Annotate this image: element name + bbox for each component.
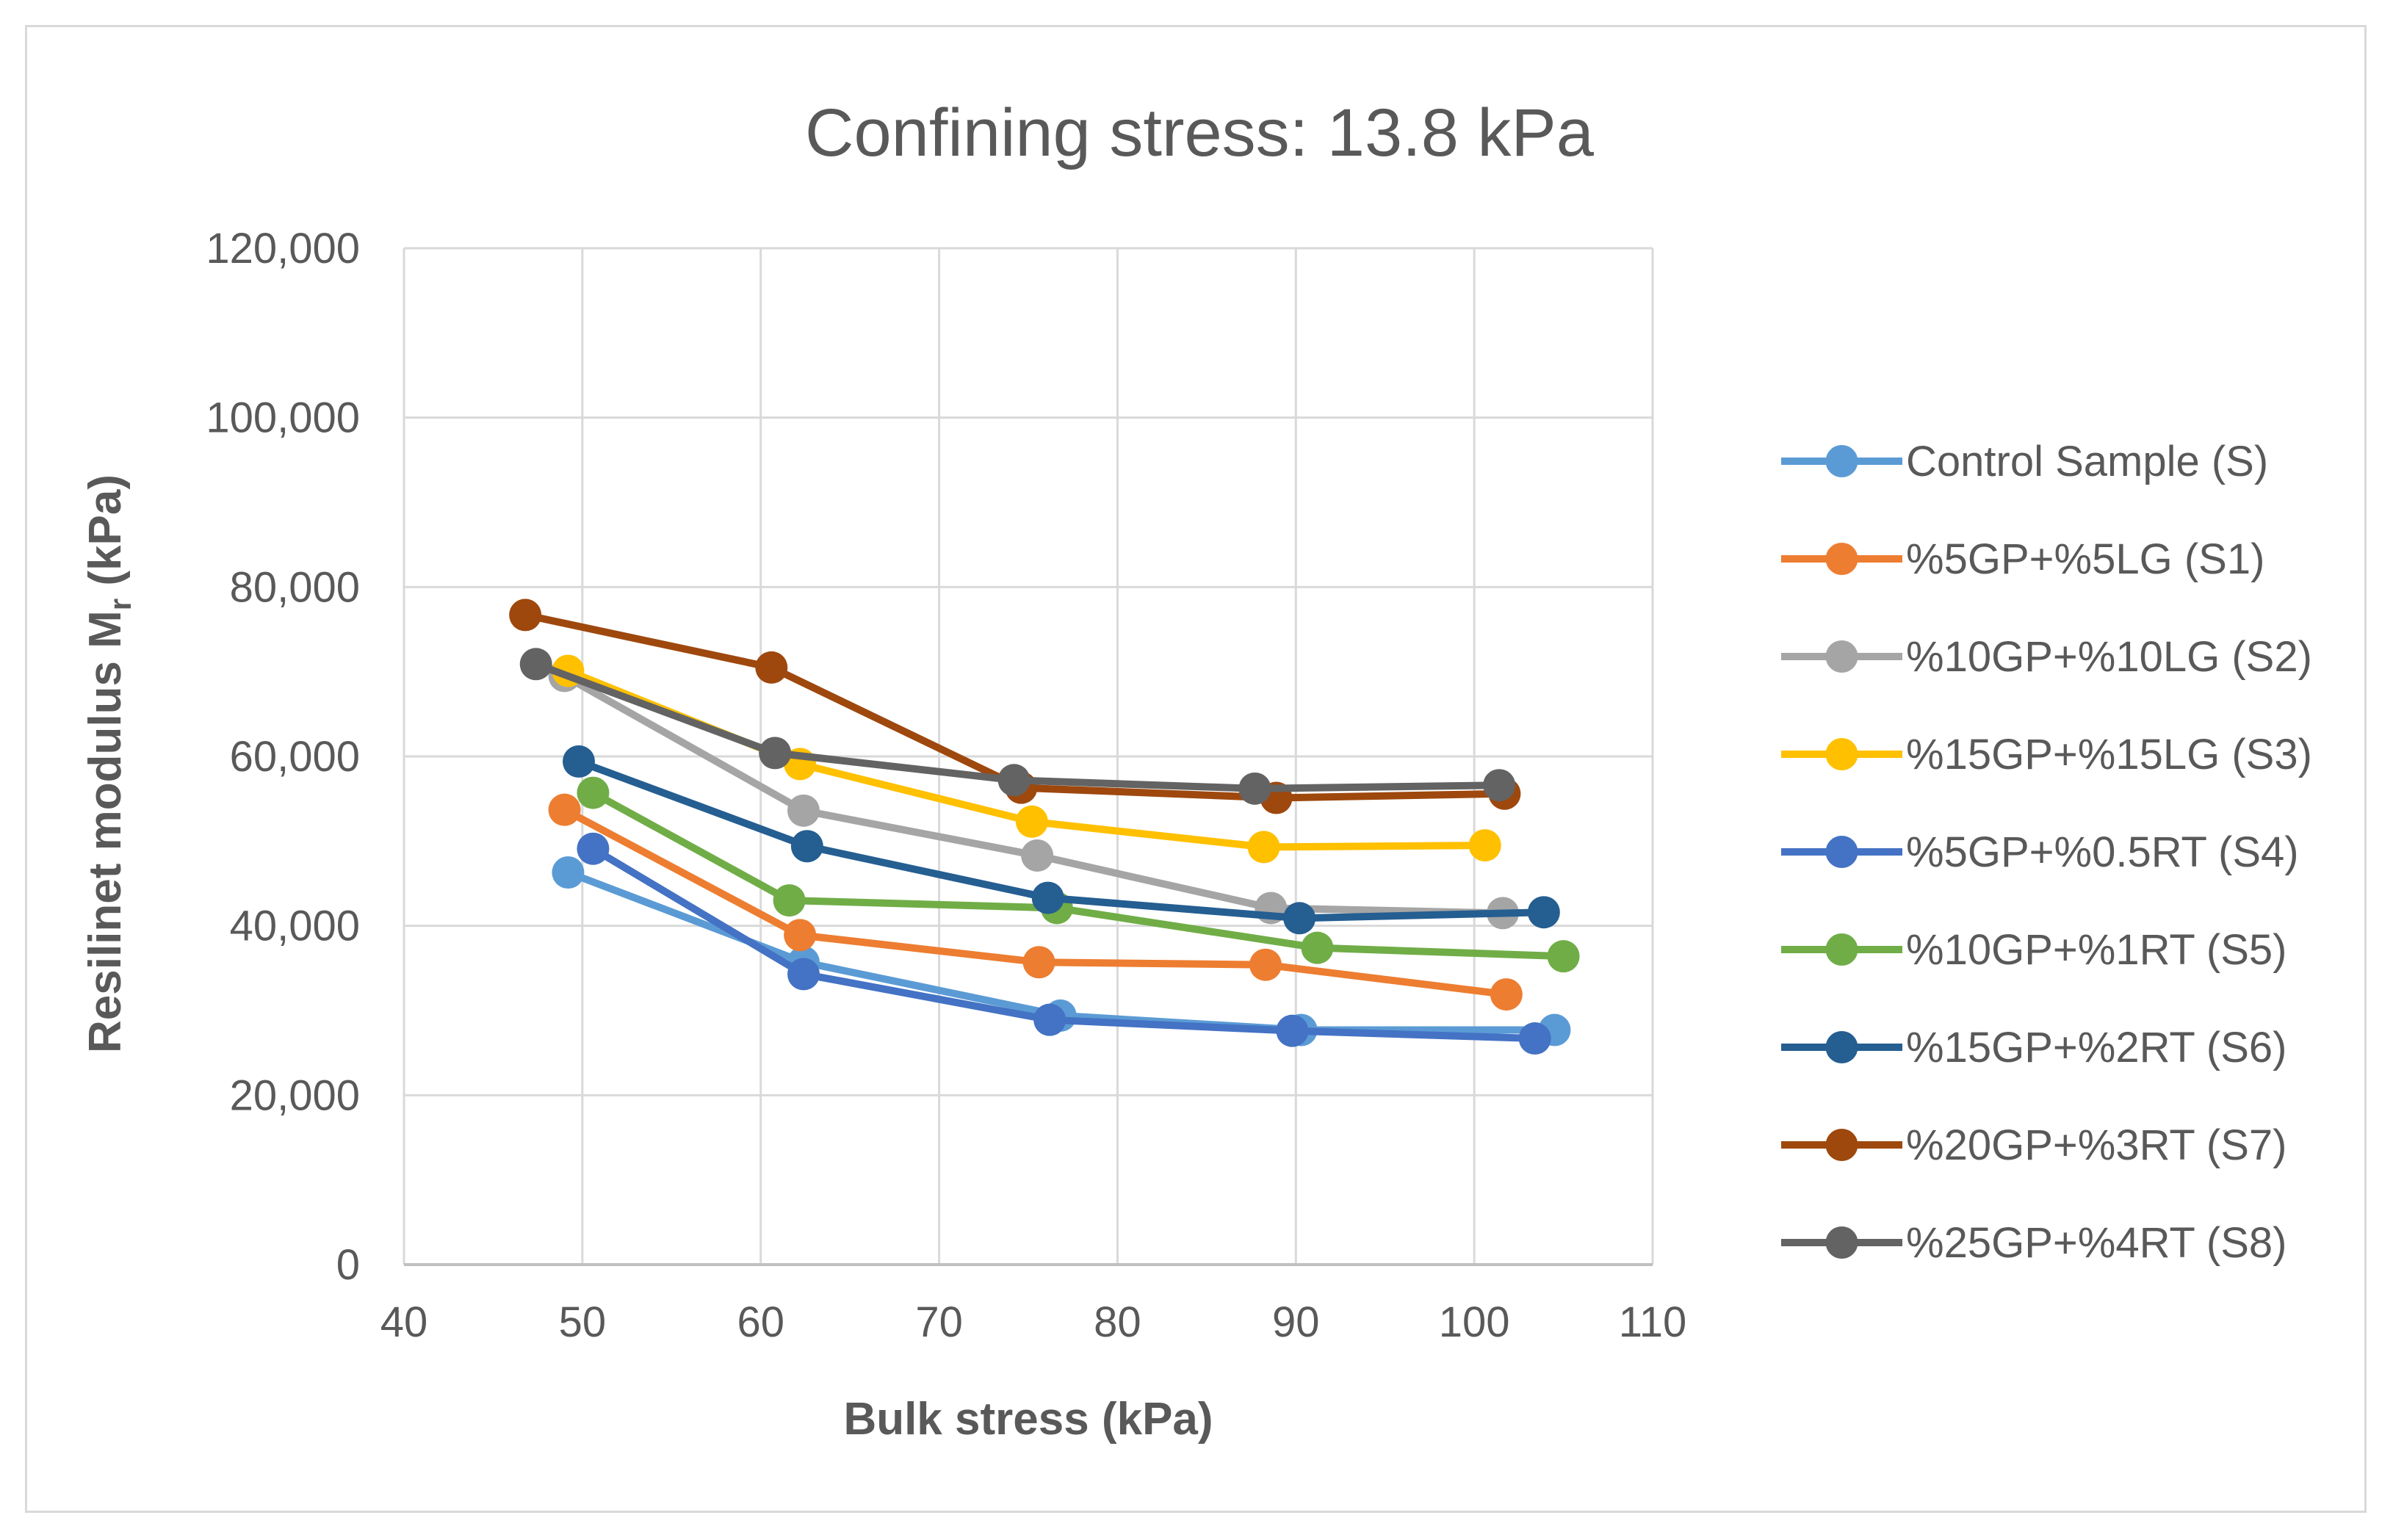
data-point [1247,831,1280,864]
y-tick-label: 80,000 [230,563,360,611]
legend-entry-6: %15GP+%2RT (S6) [1781,1024,2287,1071]
data-point [1015,805,1048,838]
legend-entry-0: Control Sample (S) [1781,438,2268,485]
legend-swatch-marker [1825,543,1858,575]
series-3 [552,654,1501,864]
legend-swatch-marker [1825,1031,1858,1063]
legend-label: %15GP+%15LG (S3) [1906,731,2312,778]
y-axis-title-tail: (kPa) [80,474,131,599]
x-tick-label: 100 [1439,1298,1510,1346]
data-point [759,737,792,770]
legend-swatch-marker [1825,1226,1858,1259]
chart-title: Confining stress: 13.8 kPa [805,95,1595,170]
legend-label: %5GP+%5LG (S1) [1906,535,2264,583]
data-point [1276,1014,1309,1047]
legend-label: %20GP+%3RT (S7) [1906,1121,2287,1169]
data-point [787,958,820,991]
y-axis-title: Resilinet modulus Mr (kPa) [80,474,137,1053]
legend-entry-4: %5GP+%0.5RT (S4) [1781,828,2299,876]
legend-swatch-marker [1825,738,1858,770]
legend-swatch-marker [1825,445,1858,477]
series-5 [577,776,1580,973]
data-point [1483,769,1516,802]
data-point [997,764,1031,797]
data-point [509,599,542,632]
x-tick-label: 90 [1272,1298,1320,1346]
legend-swatch-marker [1825,1129,1858,1161]
legend-swatch-marker [1825,640,1858,673]
data-point [1518,1022,1551,1055]
x-tick-label: 50 [559,1298,607,1346]
data-point [563,745,595,778]
y-tick-label: 60,000 [230,733,360,781]
data-point [519,648,552,681]
legend-entry-2: %10GP+%10LG (S2) [1781,633,2312,681]
series-layer [509,599,1580,1055]
series-6 [563,745,1560,935]
data-point [1249,948,1282,981]
y-tick-label: 0 [336,1241,360,1289]
data-point [755,651,788,684]
x-tick-label: 110 [1619,1298,1686,1346]
data-point [787,794,820,827]
axis-layer: 40 50 60 70 80 90 100 110 0 20,000 40,000 60,000 80,… [206,225,1686,1346]
data-point [1283,902,1316,935]
data-point [790,830,823,863]
legend-entry-5: %10GP+%1RT (S5) [1781,926,2287,974]
data-point [1301,931,1334,964]
data-point [1490,978,1523,1011]
x-tick-label: 40 [380,1298,428,1346]
legend-entry-1: %5GP+%5LG (S1) [1781,535,2264,583]
legend-entry-7: %20GP+%3RT (S7) [1781,1121,2287,1169]
data-point [1547,940,1580,973]
data-point [1468,829,1501,862]
y-axis-title-subscript: r [103,599,137,610]
data-point [577,776,610,809]
legend-label: %10GP+%1RT (S5) [1906,926,2287,974]
data-point [552,856,585,889]
y-tick-label: 40,000 [230,903,360,950]
legend-label: %25GP+%4RT (S8) [1906,1219,2287,1267]
data-point [1238,772,1271,805]
y-tick-label: 20,000 [230,1071,360,1119]
data-point [1033,1003,1066,1036]
data-point [1022,946,1055,979]
legend: Control Sample (S) %5GP+%5LG (S1) %10GP+%1… [1781,438,2312,1267]
y-tick-label: 120,000 [206,225,360,272]
data-point [577,832,610,865]
data-point [784,919,817,952]
legend-swatch-marker [1825,933,1858,966]
data-point [1021,839,1054,872]
x-tick-label: 70 [915,1298,963,1346]
legend-label: %15GP+%2RT (S6) [1906,1024,2287,1071]
series-8 [519,648,1516,805]
x-tick-label: 60 [737,1298,784,1346]
y-tick-label: 100,000 [206,394,360,442]
series-1 [548,793,1523,1011]
legend-swatch-marker [1825,836,1858,868]
y-axis-title-main: Resilinet modulus M [80,610,131,1053]
legend-label: %5GP+%0.5RT (S4) [1906,828,2299,876]
x-tick-label: 80 [1094,1298,1141,1346]
legend-entry-8: %25GP+%4RT (S8) [1781,1219,2287,1267]
data-point [548,793,581,826]
x-axis-title: Bulk stress (kPa) [843,1394,1213,1445]
legend-label: Control Sample (S) [1906,438,2268,485]
data-point [1031,881,1064,914]
data-point [1527,896,1560,929]
legend-label: %10GP+%10LG (S2) [1906,633,2312,681]
series-4 [577,832,1551,1055]
legend-entry-3: %15GP+%15LG (S3) [1781,731,2312,778]
data-point [773,884,806,917]
